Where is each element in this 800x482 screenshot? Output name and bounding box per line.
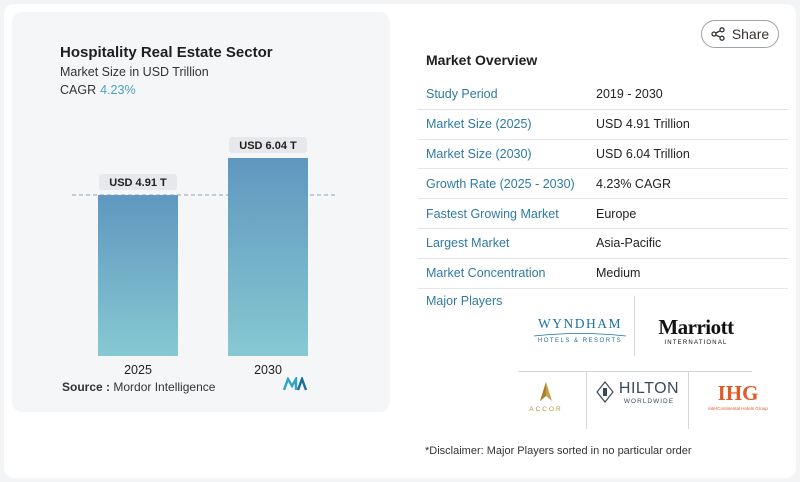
accor-emblem-icon (540, 382, 552, 401)
overview-value: Medium (596, 266, 641, 281)
overview-row-concentration: Market Concentration Medium (418, 259, 788, 289)
share-icon (711, 27, 725, 41)
chart-panel (12, 12, 390, 412)
source-label: Source : (62, 380, 111, 394)
data-label-bg (99, 174, 177, 191)
data-label: USD 6.04 T (239, 140, 297, 152)
overview-row-largest-market: Largest Market Asia-Pacific (418, 229, 788, 259)
overview-value: 4.23% CAGR (596, 176, 672, 191)
overview-key: Market Size (2030) (426, 146, 532, 161)
wyndham-sub: HOTELS & RESORTS (537, 338, 623, 344)
overview-row-growth-rate: Growth Rate (2025 - 2030) 4.23% CAGR (418, 169, 788, 200)
bar-2030 (228, 158, 308, 356)
share-button[interactable]: Share (701, 20, 779, 48)
overview-value: Europe (596, 206, 637, 221)
logo-divider (586, 371, 587, 429)
overview-value: 2019 - 2030 (596, 87, 663, 102)
cagr-label: CAGR (60, 83, 97, 97)
overview-key: Market Size (2025) (426, 117, 532, 132)
chart-title: Hospitality Real Estate Sector (60, 44, 273, 61)
overview-value: USD 4.91 Trillion (596, 117, 690, 132)
overview-row-fastest-growing: Fastest Growing Market Europe (418, 199, 788, 229)
accor-name: ACCOR (529, 406, 563, 413)
x-tick-label: 2025 (124, 363, 152, 377)
share-label: Share (731, 26, 770, 42)
cagr-value: 4.23% (100, 83, 136, 97)
data-label: USD 4.91 T (109, 177, 167, 189)
major-players-label: Major Players (426, 294, 503, 308)
overview-title: Market Overview (426, 52, 538, 68)
overview-row-study-period: Study Period 2019 - 2030 (418, 80, 788, 110)
disclaimer: *Disclaimer: Major Players sorted in no … (425, 445, 692, 457)
wyndham-logo: WYNDHAM HOTELS & RESORTS (528, 312, 632, 348)
marriott-logo: Marriott INTERNATIONAL (640, 310, 752, 350)
data-label-bg (229, 137, 307, 153)
source-value: Mordor Intelligence (113, 380, 216, 394)
bar-chart: USD 4.91 T 2025 USD 6.04 T 2030 (72, 137, 338, 377)
hilton-sub: WORLDWIDE (623, 397, 675, 405)
hilton-emblem-icon (596, 381, 614, 403)
overview-value: Asia-Pacific (596, 236, 662, 251)
accor-logo: ACCOR (522, 376, 570, 418)
overview-key: Largest Market (426, 236, 510, 251)
x-tick-label: 2030 (254, 363, 282, 377)
hilton-name: HILTON (618, 379, 680, 397)
overview-row-market-size-2025: Market Size (2025) USD 4.91 Trillion (418, 110, 788, 140)
overview-key: Market Concentration (426, 266, 546, 281)
marriott-name: Marriott (658, 314, 734, 339)
marriott-sub: INTERNATIONAL (664, 339, 728, 346)
logo-divider (518, 371, 752, 372)
overview-key: Fastest Growing Market (426, 206, 559, 221)
logo-divider (688, 371, 689, 429)
chart-subtitle: Market Size in USD Trillion (60, 65, 209, 79)
logo-divider (634, 296, 635, 356)
overview-value: USD 6.04 Trillion (596, 146, 690, 161)
bar-2025 (98, 195, 178, 356)
hilton-logo: HILTON WORLDWIDE (586, 374, 688, 410)
source-line: Source : Mordor Intelligence (62, 380, 215, 394)
wyndham-swoosh-icon (533, 333, 627, 337)
mordor-logo-icon (283, 377, 308, 391)
cagr-row: CAGR 4.23% (60, 83, 136, 97)
wyndham-name: WYNDHAM (538, 316, 622, 331)
ihg-logo: IHG InterContinental Hotels Group (700, 378, 776, 414)
overview-table: Study Period 2019 - 2030 Market Size (20… (418, 80, 788, 289)
overview-row-market-size-2030: Market Size (2030) USD 6.04 Trillion (418, 140, 788, 170)
ihg-sub: InterContinental Hotels Group (708, 406, 768, 411)
overview-key: Study Period (426, 87, 498, 102)
ihg-name: IHG (717, 381, 759, 405)
overview-key: Growth Rate (2025 - 2030) (426, 176, 575, 191)
